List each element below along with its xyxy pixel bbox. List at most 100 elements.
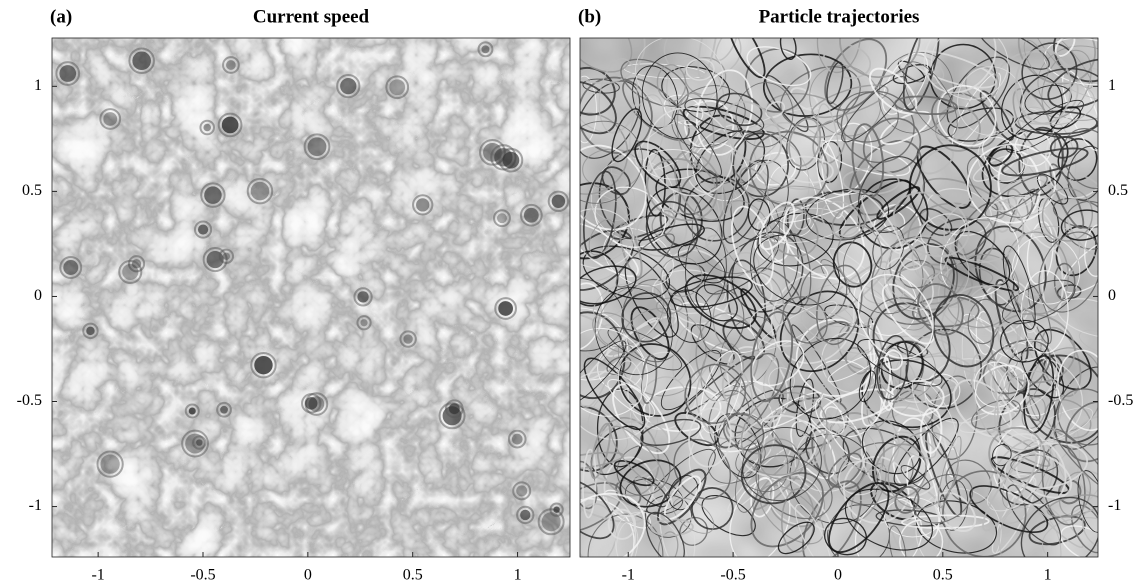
eddy-core <box>305 397 318 410</box>
panel-label: (a) <box>50 6 72 27</box>
trajectory <box>1019 67 1098 138</box>
trajectory <box>1001 147 1089 177</box>
eddy <box>356 315 372 331</box>
x-tick-label: -0.5 <box>190 567 215 584</box>
trajectory <box>651 210 676 237</box>
trajectory <box>1060 209 1098 241</box>
trajectory <box>857 273 934 360</box>
trajectory <box>919 407 943 454</box>
trajectory <box>751 451 810 511</box>
trajectory <box>616 444 671 496</box>
trajectory <box>842 168 900 195</box>
trajectory <box>1020 346 1065 399</box>
eddy <box>216 401 232 418</box>
trajectory <box>751 340 805 387</box>
trajectory <box>827 452 863 488</box>
trajectory <box>1065 401 1098 463</box>
trajectory <box>1062 174 1098 259</box>
trajectory <box>916 145 972 209</box>
trajectory <box>672 497 715 534</box>
eddy-core <box>498 301 513 316</box>
trajectory <box>590 422 612 480</box>
x-tick-label: 1 <box>1044 567 1052 584</box>
trajectory <box>802 480 862 557</box>
trajectory <box>822 43 872 79</box>
trajectory <box>779 38 797 61</box>
eddy-core <box>516 485 528 497</box>
trajectory <box>652 269 727 314</box>
y-tick-label: 0.5 <box>22 182 42 199</box>
x-tick-label: 0.5 <box>403 567 423 584</box>
trajectory <box>646 158 718 222</box>
trajectory <box>931 38 1009 100</box>
trajectory <box>634 140 682 188</box>
eddy-core <box>541 512 561 532</box>
trajectory <box>1070 504 1098 554</box>
trajectory <box>780 488 815 553</box>
trajectory <box>816 38 862 74</box>
eddy-core <box>254 355 273 375</box>
eddy-core <box>481 45 490 54</box>
trajectory <box>656 64 687 103</box>
trajectory <box>592 312 641 354</box>
y-tick-label: 0 <box>34 287 42 304</box>
eddy-core <box>132 51 151 71</box>
trajectory <box>1020 496 1098 557</box>
eddy <box>303 133 331 161</box>
trajectory <box>688 407 732 468</box>
axes-frame <box>51 37 571 558</box>
trajectory <box>1057 349 1098 432</box>
trajectory <box>1017 196 1059 250</box>
trajectory <box>777 521 815 555</box>
trajectory <box>739 166 769 203</box>
trajectory <box>851 123 885 198</box>
eddy <box>99 108 122 130</box>
trajectory <box>811 84 889 119</box>
eddy-core <box>511 433 523 445</box>
trajectory <box>999 319 1049 363</box>
trajectory <box>917 283 964 336</box>
eddy-core <box>307 137 327 157</box>
trajectory <box>1007 355 1027 390</box>
trajectory <box>580 277 625 352</box>
trajectory <box>944 256 1020 292</box>
trajectory <box>580 192 633 283</box>
trajectory <box>757 301 837 351</box>
eddy-core <box>59 65 77 82</box>
trajectory <box>1004 442 1088 490</box>
trajectory <box>641 52 718 140</box>
trajectory <box>645 200 699 258</box>
trajectory <box>619 459 682 508</box>
trajectory <box>826 61 844 105</box>
eddy <box>184 403 200 419</box>
trajectory <box>750 310 794 403</box>
trajectory <box>892 191 970 258</box>
eddy <box>444 399 464 419</box>
trajectory <box>884 257 934 312</box>
trajectory <box>629 94 666 169</box>
trajectory <box>881 283 936 345</box>
trajectory <box>618 343 692 417</box>
trajectory <box>1002 245 1036 330</box>
trajectory <box>1001 279 1076 325</box>
trajectory <box>899 519 944 557</box>
trajectory <box>988 426 1046 481</box>
trajectory <box>582 245 671 300</box>
trajectory <box>685 227 727 311</box>
trajectory <box>907 50 997 89</box>
x-tick-label: 0 <box>834 567 842 584</box>
trajectory <box>597 284 665 348</box>
eddy-core <box>553 506 560 513</box>
trajectory <box>674 113 722 177</box>
trajectory <box>973 361 1019 408</box>
trajectory <box>722 159 769 244</box>
trajectory <box>635 120 701 171</box>
trajectory <box>758 438 800 480</box>
eddy <box>399 330 417 348</box>
trajectory <box>861 420 921 475</box>
trajectory <box>966 155 1033 218</box>
trajectory <box>674 412 719 447</box>
trajectory <box>1062 128 1098 190</box>
trajectory <box>749 220 799 302</box>
trajectory <box>782 233 812 308</box>
